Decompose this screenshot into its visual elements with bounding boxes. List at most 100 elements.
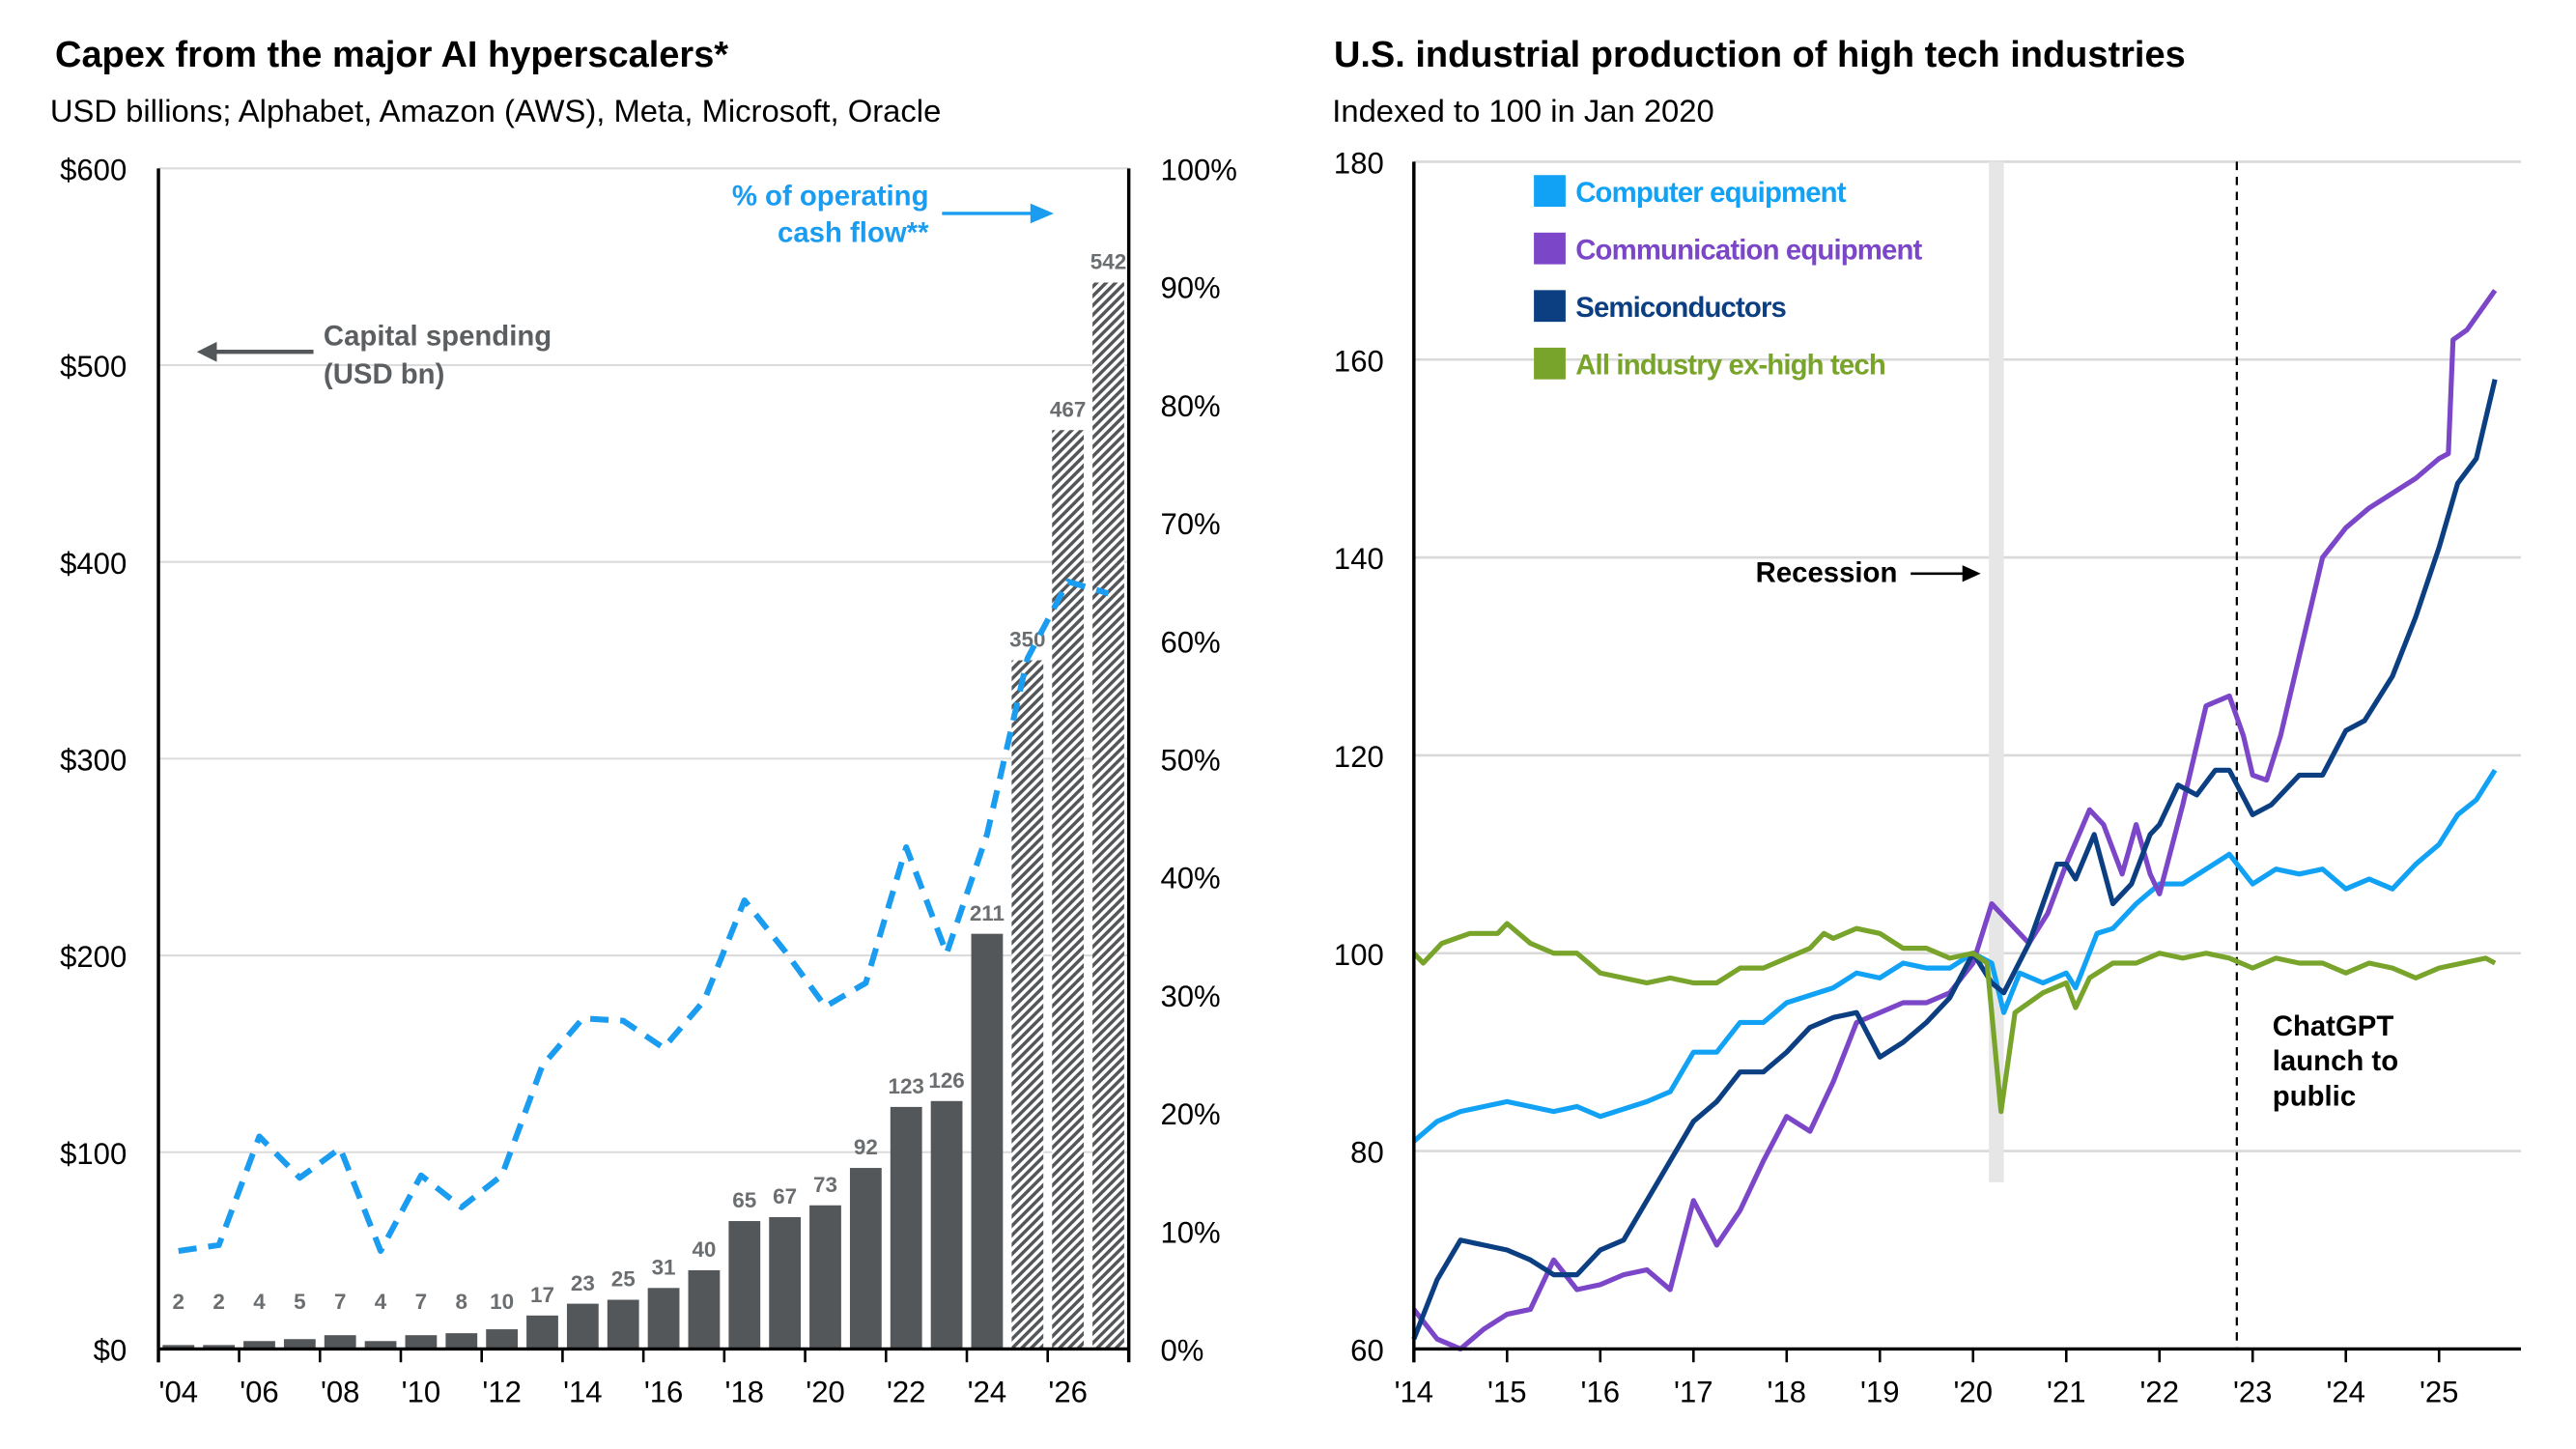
bar bbox=[849, 1168, 882, 1350]
y-tick-label: 60 bbox=[1350, 1334, 1384, 1368]
x-tick-label: '15 bbox=[1487, 1376, 1526, 1409]
recession-annotation: Recession bbox=[1756, 556, 1981, 588]
axes: 60 80 100 120 140 160 180 '14 '15 '16 '17 '18 '19 '20… bbox=[1334, 147, 2521, 1409]
event-label: ChatGPT bbox=[2273, 1010, 2394, 1042]
annotation-capital-spending: Capital spending (USD bn) bbox=[196, 320, 552, 390]
y-tick-label-left: $500 bbox=[60, 350, 127, 384]
bar bbox=[283, 1339, 316, 1350]
x-tick-label: '10 bbox=[402, 1376, 440, 1409]
y-tick-label-left: $400 bbox=[60, 547, 127, 581]
y-tick-label-left: $200 bbox=[60, 940, 127, 974]
right-arrowhead-icon bbox=[1962, 565, 1981, 582]
bar-value-label: 31 bbox=[652, 1255, 676, 1279]
event-label: public bbox=[2273, 1080, 2356, 1112]
y-tick-label-right: 90% bbox=[1160, 271, 1220, 305]
x-tick-label: '16 bbox=[1581, 1376, 1620, 1409]
bar bbox=[1052, 430, 1085, 1350]
chatgpt-annotation: ChatGPT launch to public bbox=[2273, 1010, 2398, 1112]
event-label: launch to bbox=[2273, 1045, 2398, 1077]
bar-value-label: 7 bbox=[415, 1290, 427, 1314]
bar-value-label: 92 bbox=[854, 1135, 878, 1159]
annotation-text: % of operating bbox=[732, 180, 929, 212]
bar-value-label: 4 bbox=[253, 1290, 266, 1314]
x-tick-label: '06 bbox=[240, 1376, 278, 1409]
y-tick-label-right: 10% bbox=[1160, 1215, 1220, 1249]
x-tick-label: '22 bbox=[2140, 1376, 2179, 1409]
bar bbox=[243, 1341, 275, 1350]
y-tick-label-right: 60% bbox=[1160, 625, 1220, 659]
x-tick-label: '12 bbox=[482, 1376, 521, 1409]
annotation-text: (USD bn) bbox=[324, 358, 444, 390]
bar-value-label: 65 bbox=[732, 1188, 756, 1212]
legend-swatch bbox=[1534, 175, 1566, 208]
chart-title: U.S. industrial production of high tech … bbox=[1334, 35, 2186, 75]
bar-value-label: 211 bbox=[970, 901, 1005, 925]
bar bbox=[1011, 660, 1044, 1350]
bar bbox=[769, 1216, 802, 1350]
left-arrowhead-icon bbox=[196, 341, 217, 362]
legend-label: All industry ex-high tech bbox=[1575, 350, 1885, 382]
chart-subtitle: USD billions; Alphabet, Amazon (AWS), Me… bbox=[50, 93, 941, 128]
y-tick-label-left: $0 bbox=[94, 1334, 127, 1368]
annotation-ocf: % of operating cash flow** bbox=[732, 180, 1054, 248]
y-tick-label-right: 70% bbox=[1160, 507, 1220, 541]
x-tick-label: '17 bbox=[1674, 1376, 1713, 1409]
y-tick-label-right: 20% bbox=[1160, 1097, 1220, 1131]
bar-value-label: 4 bbox=[375, 1290, 387, 1314]
industrial-production-chart: U.S. industrial production of high tech … bbox=[1332, 35, 2521, 1409]
x-tick-label: '22 bbox=[887, 1376, 925, 1409]
bar bbox=[486, 1329, 519, 1350]
y-tick-label-right: 0% bbox=[1160, 1334, 1203, 1368]
x-tick-label: '14 bbox=[563, 1376, 602, 1409]
bar-value-label: 8 bbox=[456, 1290, 467, 1314]
bar bbox=[405, 1335, 438, 1350]
legend-swatch bbox=[1534, 232, 1566, 265]
x-tick-label: '21 bbox=[2047, 1376, 2085, 1409]
y-tick-label-right: 80% bbox=[1160, 389, 1220, 423]
y-tick-label-right: 30% bbox=[1160, 980, 1220, 1013]
bar-value-label: 2 bbox=[173, 1290, 184, 1314]
y-tick-label: 80 bbox=[1350, 1136, 1384, 1170]
x-tick-label: '24 bbox=[968, 1376, 1006, 1409]
legend-label: Communication equipment bbox=[1575, 234, 1922, 266]
chart-title: Capex from the major AI hyperscalers* bbox=[55, 35, 728, 75]
legend-swatch bbox=[1534, 290, 1566, 323]
bar bbox=[971, 933, 1004, 1350]
x-tick-label: '19 bbox=[1860, 1376, 1899, 1409]
bar bbox=[203, 1345, 236, 1350]
bar-value-label: 542 bbox=[1090, 250, 1126, 274]
annotation-text: cash flow** bbox=[778, 216, 929, 248]
chart-subtitle: Indexed to 100 in Jan 2020 bbox=[1332, 93, 1714, 128]
y-tick-label: 100 bbox=[1334, 938, 1384, 972]
x-tick-label: '26 bbox=[1048, 1376, 1087, 1409]
bar-value-label: 67 bbox=[773, 1184, 797, 1208]
legend-label: Computer equipment bbox=[1575, 177, 1846, 209]
bar-value-label: 467 bbox=[1050, 397, 1086, 421]
ocf-line bbox=[178, 579, 1110, 1255]
bar bbox=[647, 1288, 680, 1350]
y-tick-label-right: 100% bbox=[1160, 153, 1236, 186]
bar bbox=[324, 1335, 356, 1350]
series-line-computer-equipment bbox=[1412, 768, 2498, 1144]
bar-value-label: 2 bbox=[212, 1290, 224, 1314]
bar-value-label: 40 bbox=[692, 1237, 716, 1262]
annotation-text: Capital spending bbox=[324, 320, 552, 352]
series-line-communication-equipment bbox=[1411, 289, 2498, 1352]
bar-value-label: 25 bbox=[611, 1267, 636, 1292]
capex-chart: Capex from the major AI hyperscalers* US… bbox=[50, 35, 1237, 1409]
series-line-semiconductors bbox=[1411, 379, 2498, 1341]
bar-value-label: 7 bbox=[334, 1290, 346, 1314]
x-tick-label: '16 bbox=[644, 1376, 683, 1409]
gridlines bbox=[1413, 160, 2521, 1350]
x-tick-label: '20 bbox=[1954, 1376, 1993, 1409]
x-tick-label: '14 bbox=[1395, 1376, 1433, 1409]
bar bbox=[162, 1345, 195, 1350]
bar bbox=[688, 1269, 721, 1350]
bar bbox=[445, 1333, 478, 1350]
bar-value-label: 5 bbox=[294, 1290, 305, 1314]
y-tick-label-left: $100 bbox=[60, 1137, 127, 1171]
y-tick-label-left: $600 bbox=[60, 153, 127, 186]
bar bbox=[890, 1106, 922, 1350]
x-tick-label: '23 bbox=[2233, 1376, 2272, 1409]
